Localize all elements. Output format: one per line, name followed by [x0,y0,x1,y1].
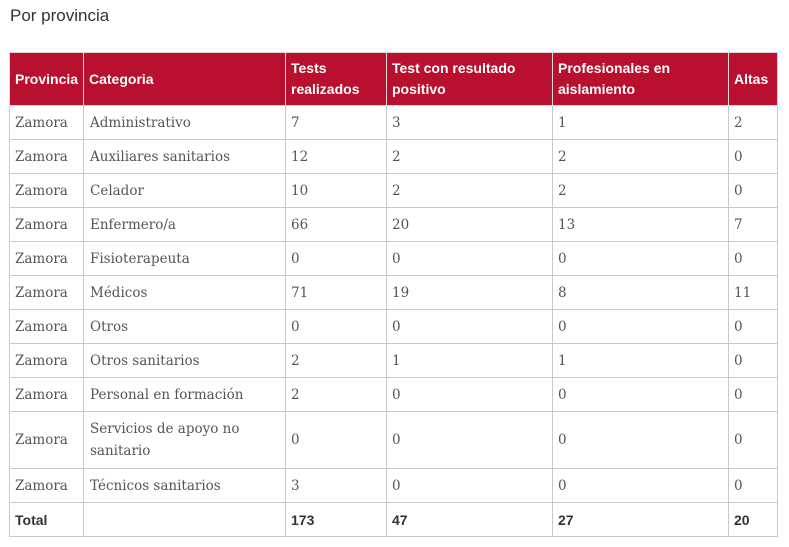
cell-tests: 7 [285,105,387,140]
cell-aislamiento: 13 [552,207,729,242]
header-altas: Altas [728,52,778,106]
total-positivos: 47 [386,502,553,537]
cell-aislamiento: 8 [552,275,729,310]
header-tests-realizados: Tests realizados [285,52,387,106]
table-header-row: Provincia Categoria Tests realizados Tes… [9,52,778,106]
cell-categoria: Administrativo [83,105,286,140]
table-row: Zamora Fisioterapeuta 0 0 0 0 [9,241,778,276]
table-row: Zamora Celador 10 2 2 0 [9,173,778,208]
cell-aislamiento: 1 [552,105,729,140]
cell-positivos: 1 [386,343,553,378]
cell-categoria: Enfermero/a [83,207,286,242]
cell-categoria: Personal en formación [83,377,286,412]
cell-tests: 2 [285,343,387,378]
cell-categoria: Técnicos sanitarios [83,468,286,503]
cell-provincia: Zamora [9,468,84,503]
total-altas: 20 [728,502,778,537]
cell-tests: 2 [285,377,387,412]
cell-positivos: 0 [386,241,553,276]
header-test-positivo: Test con resultado positivo [386,52,553,106]
cell-tests: 0 [285,241,387,276]
cell-provincia: Zamora [9,173,84,208]
total-label: Total [9,502,84,537]
table-row: Zamora Médicos 71 19 8 11 [9,275,778,310]
total-row: Total 173 47 27 20 [9,502,778,537]
table-row: Zamora Auxiliares sanitarios 12 2 2 0 [9,139,778,174]
cell-altas: 2 [728,105,778,140]
cell-aislamiento: 0 [552,468,729,503]
cell-provincia: Zamora [9,139,84,174]
cell-tests: 71 [285,275,387,310]
cell-positivos: 0 [386,468,553,503]
cell-tests: 66 [285,207,387,242]
table-row: Zamora Técnicos sanitarios 3 0 0 0 [9,468,778,503]
table-row: Zamora Otros sanitarios 2 1 1 0 [9,343,778,378]
cell-altas: 0 [728,343,778,378]
cell-provincia: Zamora [9,207,84,242]
cell-positivos: 2 [386,139,553,174]
cell-altas: 0 [728,468,778,503]
cell-positivos: 0 [386,411,553,469]
header-profesionales-aislamiento: Profesionales en aislamiento [552,52,729,106]
cell-altas: 0 [728,411,778,469]
data-table: Provincia Categoria Tests realizados Tes… [9,52,778,537]
cell-positivos: 3 [386,105,553,140]
cell-provincia: Zamora [9,377,84,412]
cell-positivos: 19 [386,275,553,310]
cell-provincia: Zamora [9,241,84,276]
cell-tests: 0 [285,309,387,344]
cell-positivos: 0 [386,309,553,344]
cell-provincia: Zamora [9,105,84,140]
table-row: Zamora Personal en formación 2 0 0 0 [9,377,778,412]
table-row: Zamora Administrativo 7 3 1 2 [9,105,778,140]
cell-categoria: Celador [83,173,286,208]
cell-positivos: 0 [386,377,553,412]
cell-aislamiento: 0 [552,377,729,412]
cell-altas: 11 [728,275,778,310]
cell-tests: 0 [285,411,387,469]
cell-provincia: Zamora [9,275,84,310]
total-aislamiento: 27 [552,502,729,537]
cell-provincia: Zamora [9,309,84,344]
cell-aislamiento: 0 [552,309,729,344]
cell-altas: 0 [728,309,778,344]
cell-provincia: Zamora [9,343,84,378]
cell-categoria: Servicios de apoyo no sanitario [83,411,286,469]
cell-aislamiento: 2 [552,173,729,208]
cell-categoria: Otros [83,309,286,344]
header-provincia: Provincia [9,52,84,106]
cell-altas: 0 [728,241,778,276]
cell-provincia: Zamora [9,411,84,469]
cell-aislamiento: 0 [552,241,729,276]
cell-aislamiento: 0 [552,411,729,469]
cell-altas: 7 [728,207,778,242]
table-row: Zamora Servicios de apoyo no sanitario 0… [9,411,778,469]
table-row: Zamora Enfermero/a 66 20 13 7 [9,207,778,242]
section-title: Por provincia [10,6,110,25]
cell-categoria: Auxiliares sanitarios [83,139,286,174]
header-categoria: Categoria [83,52,286,106]
cell-categoria: Fisioterapeuta [83,241,286,276]
cell-tests: 10 [285,173,387,208]
cell-aislamiento: 1 [552,343,729,378]
cell-categoria: Otros sanitarios [83,343,286,378]
cell-positivos: 20 [386,207,553,242]
total-tests: 173 [285,502,387,537]
cell-altas: 0 [728,377,778,412]
cell-positivos: 2 [386,173,553,208]
cell-tests: 12 [285,139,387,174]
cell-categoria: Médicos [83,275,286,310]
cell-altas: 0 [728,173,778,208]
cell-aislamiento: 2 [552,139,729,174]
table-row: Zamora Otros 0 0 0 0 [9,309,778,344]
cell-tests: 3 [285,468,387,503]
cell-altas: 0 [728,139,778,174]
total-categoria [83,502,286,537]
